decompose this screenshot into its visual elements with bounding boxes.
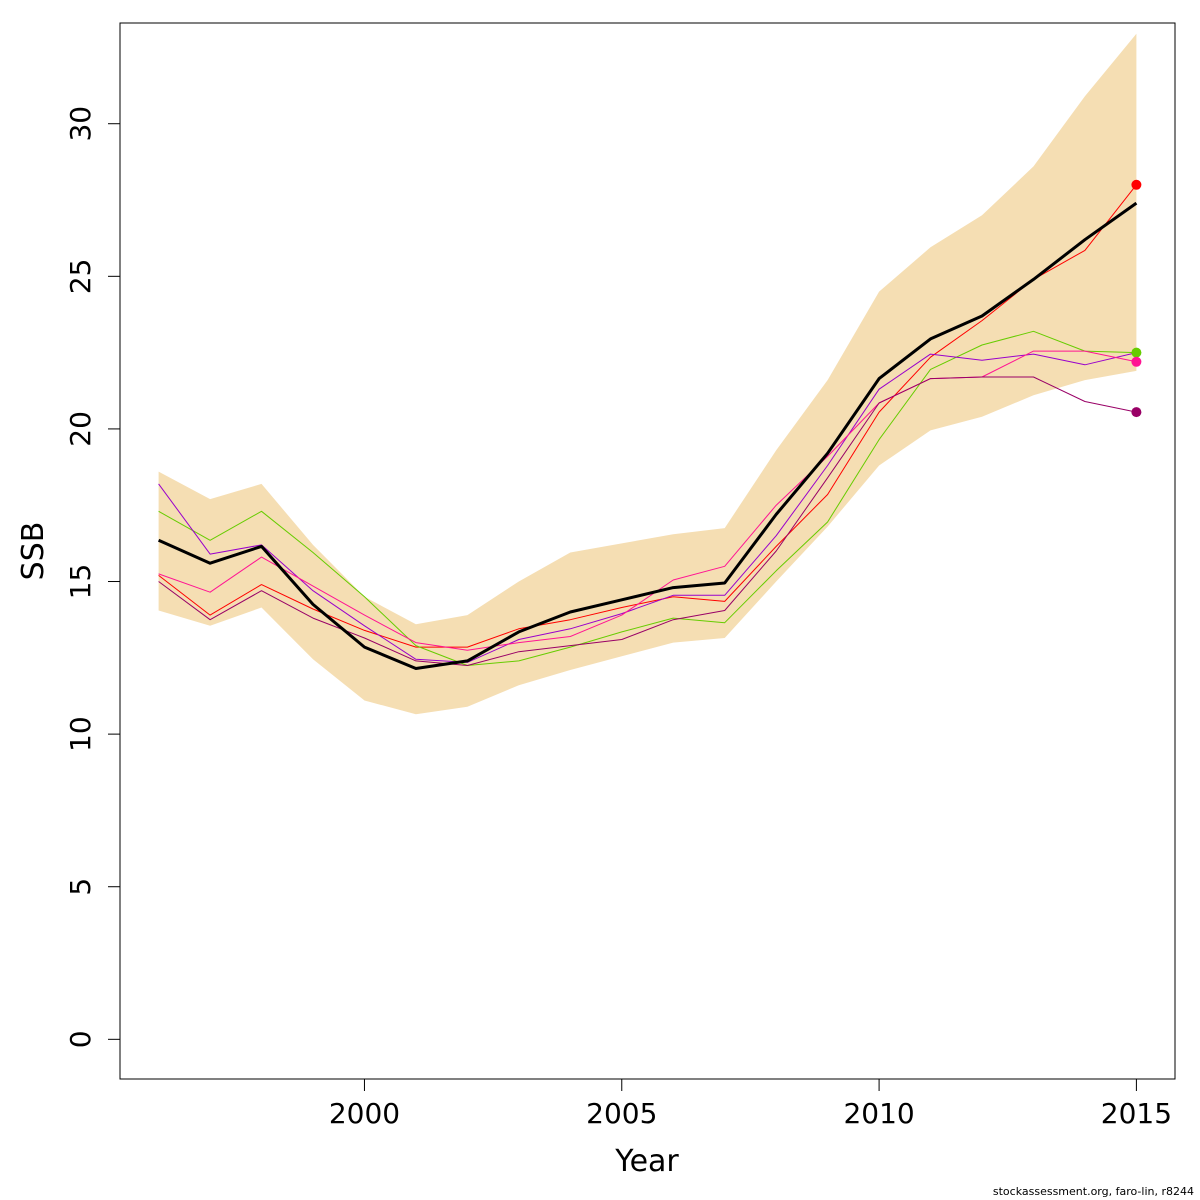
x-tick-label: 2010 (843, 1097, 914, 1130)
series-endpoint-2 (1131, 179, 1142, 190)
plot-area (157, 33, 1142, 715)
series-line-6 (158, 376, 1137, 666)
series-endpoint-6 (1131, 407, 1142, 418)
series-line-4 (158, 352, 1137, 663)
x-tick-label: 2000 (329, 1097, 400, 1130)
y-tick-label: 10 (64, 716, 97, 752)
y-tick-label: 25 (64, 258, 97, 294)
y-tick-label: 30 (64, 106, 97, 142)
x-axis-title: Year (614, 1144, 679, 1179)
y-axis-title: SSB (16, 522, 51, 581)
confidence-band (158, 33, 1137, 715)
x-tick-label: 2005 (586, 1097, 657, 1130)
y-tick-label: 0 (64, 1030, 97, 1048)
series-endpoint-5 (1131, 356, 1142, 367)
series-endpoint-3 (1131, 347, 1142, 358)
y-tick-label: 5 (64, 878, 97, 896)
y-tick-label: 15 (64, 564, 97, 600)
footer-note: stockassessment.org, faro-lin, r8244 (992, 1185, 1194, 1198)
series-line-3 (158, 330, 1137, 666)
series-line-1 (157, 201, 1138, 670)
x-tick-label: 2015 (1101, 1097, 1172, 1130)
y-tick-label: 20 (64, 411, 97, 447)
axes: 2000 2005 2010 2015 0 5 10 15 20 25 30 (64, 106, 1172, 1130)
